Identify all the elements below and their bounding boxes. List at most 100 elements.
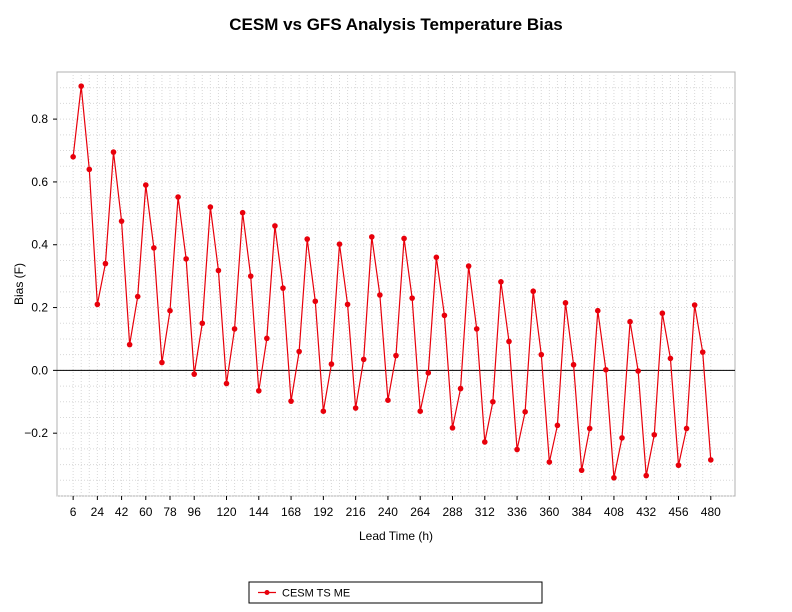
x-tick-label: 120 <box>216 505 236 519</box>
x-tick-label: 288 <box>442 505 462 519</box>
data-point <box>675 462 682 469</box>
data-point <box>627 318 633 325</box>
data-point <box>514 446 520 453</box>
x-tick-label: 96 <box>188 505 202 519</box>
x-tick-label: 192 <box>313 505 333 519</box>
x-axis: 6 24 42 60 78 96 120 144 168 192 216 240 264 288 312 33… <box>70 496 721 519</box>
data-point <box>167 307 173 314</box>
x-tick-label: 312 <box>475 505 495 519</box>
x-tick-label: 216 <box>346 505 366 519</box>
data-point <box>368 234 375 240</box>
data-point <box>433 254 440 261</box>
x-tick-label: 60 <box>139 505 153 519</box>
data-point <box>142 182 149 188</box>
data-point <box>594 307 601 314</box>
data-point <box>377 292 383 298</box>
data-point <box>191 371 198 377</box>
data-point <box>86 166 93 173</box>
data-point <box>538 351 545 358</box>
data-point <box>409 295 415 301</box>
data-point <box>441 312 448 319</box>
x-tick-label: 168 <box>281 505 301 519</box>
data-point <box>102 260 109 267</box>
data-point <box>159 359 165 366</box>
y-tick-label: 0.8 <box>31 112 48 126</box>
data-point <box>498 279 504 285</box>
data-point <box>619 435 625 441</box>
legend-marker <box>264 590 270 595</box>
data-point <box>651 431 658 438</box>
data-point <box>134 293 141 300</box>
data-point <box>304 236 311 242</box>
data-point <box>691 302 698 308</box>
data-point <box>667 355 674 362</box>
data-point <box>199 320 206 327</box>
data-point <box>183 256 189 262</box>
data-point <box>635 368 641 374</box>
data-point <box>94 301 101 308</box>
data-point <box>522 409 528 415</box>
data-point <box>247 273 254 279</box>
x-tick-label: 336 <box>507 505 527 519</box>
data-point <box>272 223 278 229</box>
legend: CESM TS ME <box>248 581 543 604</box>
data-point <box>118 218 125 224</box>
x-tick-label: 360 <box>539 505 559 519</box>
x-axis-label: Lead Time (h) <box>359 529 433 543</box>
data-point <box>530 288 537 295</box>
data-point <box>506 338 512 345</box>
plot-frame <box>56 71 736 497</box>
data-point <box>603 366 609 373</box>
data-point <box>328 361 335 367</box>
x-tick-label: 240 <box>378 505 398 519</box>
data-point <box>578 467 585 474</box>
x-tick-label: 480 <box>701 505 721 519</box>
x-tick-label: 24 <box>91 505 105 519</box>
data-point <box>239 209 246 216</box>
y-tick-label: 0.0 <box>31 363 48 377</box>
plot-area <box>56 71 736 497</box>
data-point <box>425 370 432 376</box>
y-tick-label: −0.2 <box>24 426 48 440</box>
data-point <box>336 241 343 247</box>
series-layer <box>70 83 714 481</box>
data-point <box>175 194 181 200</box>
data-point <box>280 285 286 291</box>
y-tick-label: 0.2 <box>31 301 48 315</box>
data-point <box>360 356 367 363</box>
data-point <box>417 408 424 415</box>
data-point <box>699 349 706 355</box>
y-axis: −0.2 0.0 0.2 0.4 0.6 0.8 <box>24 112 57 440</box>
x-tick-label: 144 <box>249 505 269 519</box>
data-point <box>465 263 472 269</box>
data-point <box>683 425 690 432</box>
data-point <box>288 398 294 404</box>
legend-label: CESM TS ME <box>282 588 350 600</box>
data-point <box>344 301 351 308</box>
data-point <box>264 335 270 342</box>
data-point <box>611 474 617 481</box>
data-point <box>546 459 553 465</box>
data-point <box>296 348 302 355</box>
y-axis-label: Bias (F) <box>12 263 26 305</box>
data-point <box>223 380 230 387</box>
data-point <box>126 341 133 348</box>
data-point <box>255 387 262 394</box>
data-point <box>312 298 319 305</box>
data-point <box>110 149 117 155</box>
data-point <box>231 326 238 332</box>
data-point <box>707 457 714 463</box>
x-tick-label: 264 <box>410 505 430 519</box>
data-point <box>481 439 488 445</box>
data-point <box>320 408 327 415</box>
data-point <box>457 385 464 392</box>
data-point <box>449 425 456 431</box>
x-tick-label: 408 <box>604 505 624 519</box>
data-point <box>385 397 391 404</box>
legend-box <box>248 581 543 604</box>
data-point <box>352 405 359 411</box>
data-point <box>570 361 577 368</box>
x-tick-label: 42 <box>115 505 129 519</box>
data-point <box>215 267 222 274</box>
